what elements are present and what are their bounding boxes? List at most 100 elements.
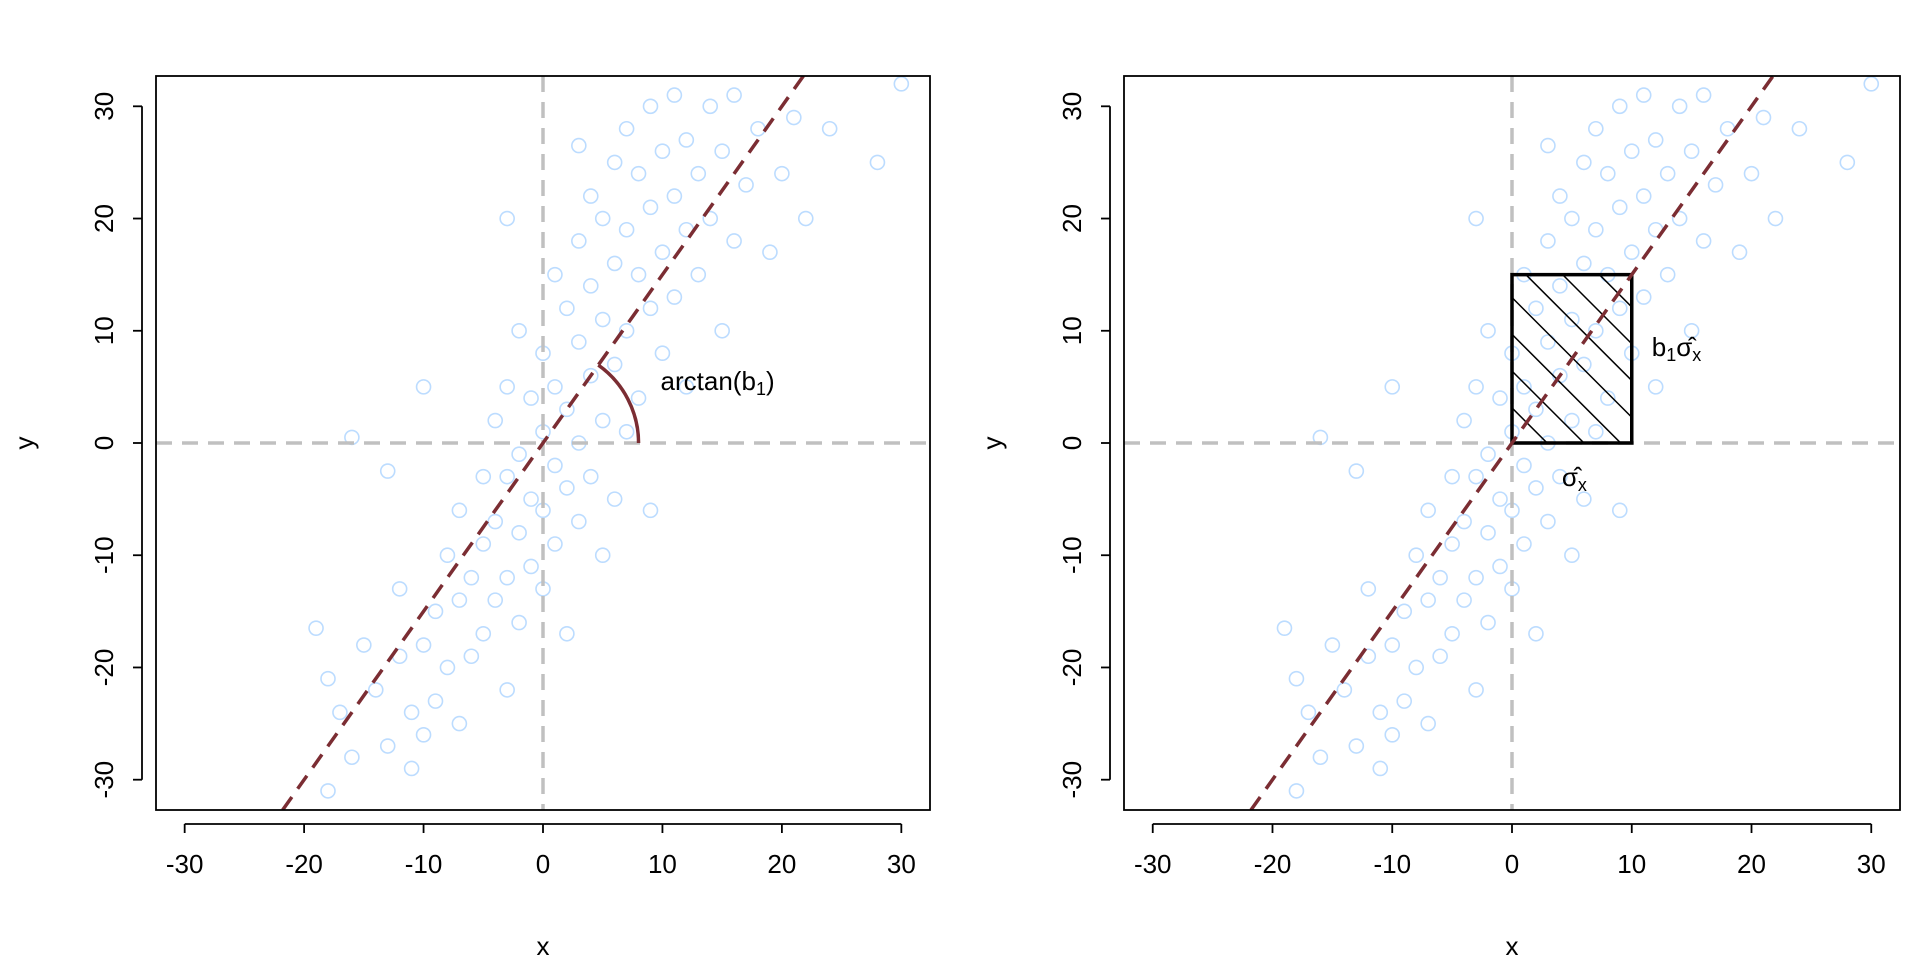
point (403, 704, 420, 721)
point (786, 109, 802, 126)
point (571, 137, 587, 154)
x-tick-label: -10 (1373, 849, 1411, 879)
point (1635, 289, 1652, 305)
point (1671, 98, 1688, 115)
b1-label-part: x (1692, 345, 1701, 365)
point (630, 266, 647, 283)
point (606, 154, 623, 171)
point (1444, 625, 1460, 642)
point (523, 491, 539, 507)
point (1576, 255, 1592, 272)
point (463, 569, 480, 586)
point (1288, 670, 1305, 687)
point (499, 379, 515, 395)
x-tick-label: -20 (1254, 849, 1292, 879)
y-tick-label: -10 (89, 536, 119, 574)
point (487, 592, 504, 608)
y-tick-label: -20 (1057, 649, 1087, 687)
point (1444, 468, 1460, 485)
point (1372, 704, 1389, 721)
point (1731, 244, 1748, 261)
point (499, 210, 515, 227)
point (1516, 457, 1532, 474)
point (571, 334, 587, 350)
point (1492, 558, 1508, 575)
point (379, 463, 396, 479)
point (499, 682, 515, 698)
point (487, 513, 504, 530)
point (559, 625, 575, 642)
annotation-part: 1 (756, 379, 766, 399)
point (1480, 322, 1496, 339)
point (475, 536, 492, 552)
point (1348, 463, 1365, 479)
point (1456, 592, 1472, 608)
point (1647, 379, 1664, 395)
point (1324, 637, 1341, 653)
point (1659, 165, 1676, 182)
point (415, 727, 432, 743)
point (1492, 390, 1508, 406)
point (1312, 749, 1329, 766)
point (415, 379, 432, 395)
point (1408, 659, 1424, 676)
point (1540, 513, 1556, 530)
point (1611, 98, 1628, 115)
point (1420, 502, 1436, 519)
point (1600, 165, 1616, 182)
point (451, 592, 468, 608)
point (797, 210, 814, 227)
point (1300, 704, 1317, 721)
point (439, 547, 456, 564)
point (1540, 233, 1556, 249)
x-tick-label: -20 (285, 849, 323, 879)
y-tick-label: 0 (89, 436, 119, 450)
point (702, 98, 719, 115)
point (1396, 693, 1413, 709)
point (678, 132, 695, 148)
point (379, 738, 396, 754)
point (869, 154, 886, 171)
point (618, 120, 635, 137)
point (1743, 165, 1760, 182)
point (451, 715, 468, 732)
point (320, 670, 336, 687)
point (1336, 682, 1353, 698)
point (642, 199, 659, 216)
point (594, 412, 611, 429)
point (1839, 154, 1856, 171)
point (618, 423, 635, 440)
plot-frame (155, 75, 931, 811)
point (750, 120, 766, 137)
x-tick-label: 30 (1857, 849, 1886, 879)
point (702, 210, 719, 227)
point (678, 379, 695, 395)
point (1456, 412, 1472, 429)
point (666, 289, 683, 305)
point (344, 749, 360, 766)
sigma-label: σ̂x (1562, 462, 1587, 495)
point (1420, 715, 1436, 732)
annotation-part: arctan(b (661, 366, 756, 396)
point (559, 401, 575, 418)
point (1683, 143, 1700, 159)
y-tick-label: 20 (89, 204, 119, 233)
point (547, 266, 563, 283)
point (571, 233, 587, 249)
point (594, 210, 611, 227)
point (356, 637, 372, 653)
fit-line (1249, 76, 1775, 810)
y-tick-label: -20 (89, 649, 119, 687)
point (463, 648, 480, 665)
point (1456, 513, 1472, 530)
point (1623, 143, 1640, 159)
point (774, 165, 790, 182)
y-tick-label: 20 (1057, 204, 1087, 233)
x-tick-label: 10 (648, 849, 677, 879)
point (642, 502, 659, 519)
x-tick-label: 20 (767, 849, 796, 879)
point (1384, 727, 1401, 743)
point (1719, 120, 1736, 137)
point (714, 322, 730, 339)
